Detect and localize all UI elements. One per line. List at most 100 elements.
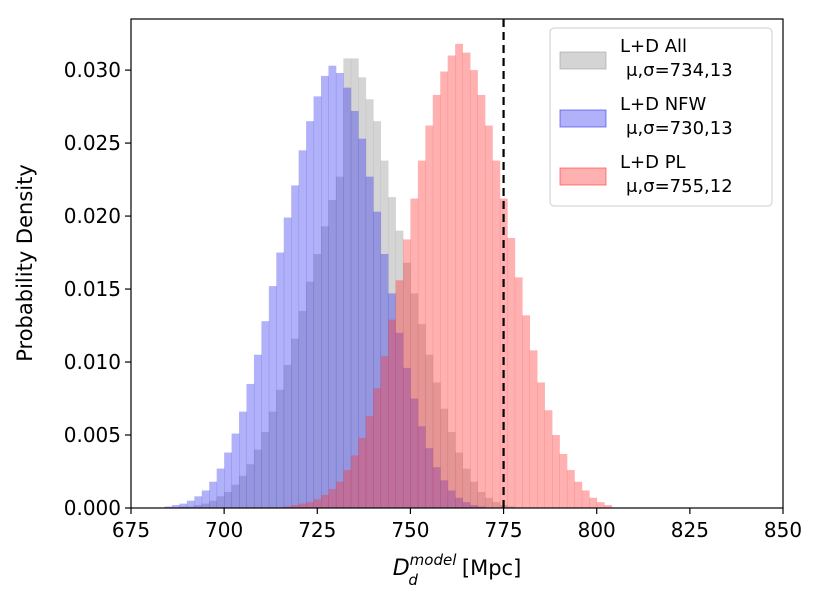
- bar-s1-21: [321, 75, 329, 509]
- bar-s2-25: [470, 70, 478, 509]
- bar-s2-19: [425, 125, 434, 508]
- bar-s0-35: [440, 408, 449, 508]
- legend-stats-1: μ,σ=730,13: [626, 118, 733, 139]
- bar-s1-8: [224, 452, 232, 508]
- bar-s1-25: [350, 110, 359, 509]
- y-axis-ticks: 0.000 0.005 0.010 0.015 0.020 0.025 0.030: [64, 58, 131, 520]
- bar-s1-30: [388, 293, 396, 508]
- plot-frame: [130, 18, 784, 509]
- bar-s0-41: [484, 497, 493, 508]
- legend-label-2: L+D PL: [620, 152, 686, 173]
- bar-s1-14: [268, 286, 277, 508]
- bar-s1-4: [194, 496, 203, 508]
- bar-s0-1: [186, 506, 195, 508]
- bar-s0-11: [261, 432, 270, 508]
- bar-s0-2: [194, 505, 203, 508]
- bar-s0-4: [209, 500, 218, 508]
- bar-s1-29: [380, 254, 389, 508]
- bar-s2-13: [380, 356, 389, 508]
- bar-s0-24: [358, 77, 367, 508]
- y-tick-label: 0.015: [64, 277, 121, 301]
- x-tick-label: 725: [298, 518, 336, 542]
- series-0: [179, 58, 516, 509]
- legend-stats-0: μ,σ=734,13: [626, 60, 733, 81]
- bar-s2-42: [596, 502, 605, 508]
- bar-s1-0: [164, 506, 173, 508]
- bar-s1-37: [440, 480, 449, 508]
- legend-label-0: L+D All: [620, 36, 687, 57]
- bar-s2-41: [589, 497, 598, 508]
- bar-s1-3: [186, 500, 195, 508]
- x-tick-label: 750: [391, 518, 429, 542]
- bar-s1-24: [343, 87, 352, 509]
- bar-s1-36: [432, 467, 441, 508]
- bar-s1-9: [231, 433, 240, 508]
- bar-s2-10: [358, 437, 367, 508]
- bar-s2-34: [537, 382, 545, 508]
- bar-s2-1: [291, 505, 300, 508]
- bar-s1-13: [261, 321, 270, 508]
- bar-s0-0: [179, 506, 188, 508]
- bar-s2-16: [402, 239, 411, 509]
- bar-s2-4: [313, 499, 322, 508]
- bar-s0-16: [298, 310, 307, 508]
- bar-s2-33: [529, 350, 538, 508]
- bar-s2-21: [440, 71, 449, 508]
- x-tick-label: 700: [205, 518, 243, 542]
- bar-s2-36: [552, 435, 560, 508]
- bar-s2-35: [544, 410, 553, 508]
- bar-s1-23: [335, 73, 344, 508]
- legend-swatch-2: [559, 167, 607, 186]
- bar-s2-8: [343, 470, 352, 508]
- legend-swatch-1: [559, 109, 607, 128]
- bar-s1-38: [447, 490, 456, 508]
- legend: L+D All μ,σ=734,13 L+D NFW μ,σ=730,13 L+D PL…: [549, 27, 773, 207]
- bar-s2-15: [395, 280, 404, 508]
- bar-s0-42: [492, 502, 501, 508]
- y-tick-label: 0.010: [64, 350, 121, 374]
- bar-s0-27: [380, 160, 389, 508]
- y-tick-label: 0.020: [64, 204, 121, 228]
- bar-s0-15: [291, 338, 300, 508]
- x-tick-label: 675: [112, 518, 150, 542]
- bar-s0-33: [425, 354, 434, 508]
- bar-s1-11: [246, 383, 255, 508]
- series-2: [283, 43, 613, 509]
- bar-s2-0: [283, 506, 292, 508]
- bar-s0-32: [417, 324, 426, 508]
- bar-s0-21: [335, 176, 344, 508]
- x-axis-label-main: D: [393, 556, 410, 581]
- bar-s2-29: [499, 198, 508, 509]
- bar-s1-2: [179, 503, 188, 508]
- bar-s2-43: [604, 505, 613, 508]
- series-1: [164, 65, 486, 509]
- x-axis-label-unit: [Mpc]: [462, 556, 521, 580]
- bar-s1-31: [395, 332, 404, 508]
- bar-s1-28: [373, 211, 382, 508]
- bar-s2-17: [410, 198, 419, 509]
- x-axis-label: Dmodel d [Mpc]: [393, 551, 522, 589]
- bar-s1-40: [462, 502, 471, 508]
- bar-s2-11: [365, 416, 374, 508]
- bar-s0-23: [350, 58, 359, 509]
- bar-s1-7: [216, 468, 225, 508]
- y-tick-label: 0.025: [64, 131, 121, 155]
- bar-s0-30: [402, 262, 411, 508]
- legend-frame: [549, 27, 773, 207]
- bar-s0-12: [268, 411, 277, 508]
- bar-s2-5: [321, 494, 329, 508]
- x-tick-label: 775: [484, 518, 522, 542]
- bar-s2-7: [335, 481, 344, 508]
- bar-s0-6: [224, 491, 232, 508]
- legend-swatch-0: [559, 51, 607, 70]
- bar-s2-31: [514, 277, 523, 508]
- bar-s0-25: [365, 99, 374, 509]
- x-tick-label: 850: [764, 518, 802, 542]
- bar-s2-24: [462, 52, 471, 509]
- bar-s0-28: [388, 197, 396, 508]
- bar-s1-26: [358, 138, 367, 508]
- bar-s1-5: [201, 490, 210, 508]
- bar-s0-8: [239, 475, 247, 508]
- bar-s2-38: [566, 470, 575, 508]
